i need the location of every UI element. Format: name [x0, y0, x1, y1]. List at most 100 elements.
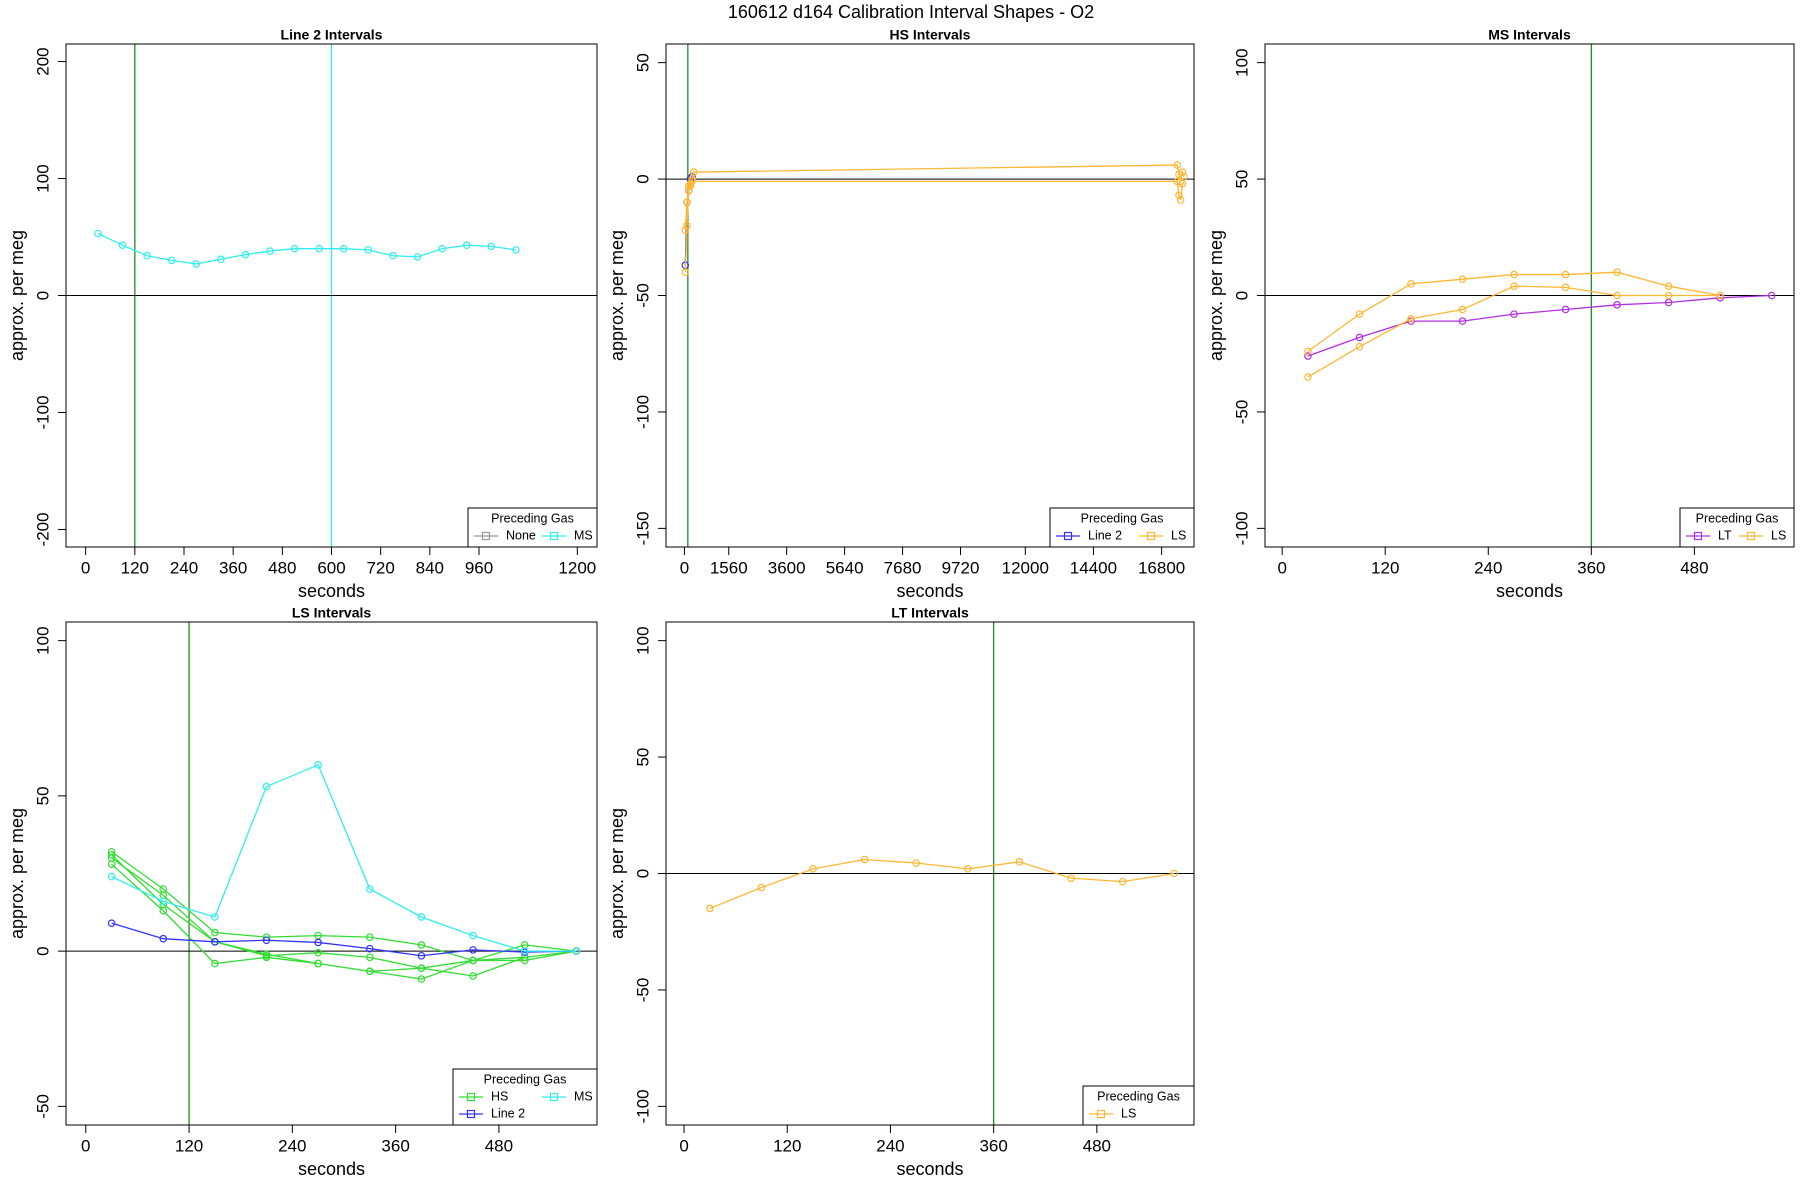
x-axis-label: seconds	[298, 581, 365, 601]
data-point	[688, 175, 696, 183]
y-tick-label: 0	[1232, 291, 1251, 300]
legend-box	[467, 507, 598, 548]
x-tick-label: 1560	[710, 558, 748, 577]
data-point	[1664, 282, 1673, 290]
data-point	[365, 944, 374, 953]
data-point	[314, 948, 322, 957]
data-point	[262, 953, 271, 962]
legend-marker	[549, 531, 559, 541]
data-point	[143, 251, 151, 260]
x-tick-label: 360	[979, 1136, 1007, 1155]
data-point	[1175, 191, 1183, 200]
data-point	[241, 250, 250, 259]
y-tick-label: 100	[1232, 48, 1251, 76]
x-tick-label: 600	[317, 558, 345, 577]
y-tick-label: 50	[33, 786, 52, 805]
legend-box	[452, 1068, 598, 1126]
series-line	[111, 851, 577, 980]
y-axis-label: approx. per meg	[7, 808, 27, 939]
data-point	[1304, 373, 1312, 381]
legend-title: Preceding Gas	[1696, 511, 1779, 525]
legend-marker	[466, 1109, 476, 1119]
data-point	[1118, 877, 1127, 886]
data-point	[690, 168, 698, 176]
legend-title: Preceding Gas	[491, 511, 574, 525]
data-point	[266, 247, 274, 255]
x-tick-label: 1200	[558, 558, 596, 577]
y-tick-label: -100	[1232, 511, 1251, 545]
page-title: 160612 d164 Calibration Interval Shapes …	[728, 2, 1094, 22]
data-point	[1561, 283, 1570, 292]
x-tick-label: 5640	[826, 558, 864, 577]
x-tick-label: 240	[1474, 558, 1502, 577]
data-point	[167, 256, 176, 265]
x-tick-label: 480	[1083, 1136, 1111, 1155]
legend-title: Preceding Gas	[1097, 1089, 1180, 1103]
y-tick-label: 50	[633, 748, 652, 767]
x-tick-label: 360	[219, 558, 247, 577]
data-point	[107, 860, 116, 868]
x-tick-label: 240	[876, 1136, 904, 1155]
data-point	[413, 253, 422, 261]
data-point	[159, 934, 168, 943]
x-axis-label: seconds	[1496, 581, 1563, 601]
legend-title: Preceding Gas	[484, 1072, 567, 1086]
data-point	[1458, 305, 1467, 314]
data-point	[339, 244, 348, 253]
y-tick-label: 0	[33, 946, 52, 955]
data-point	[1355, 333, 1364, 342]
panel-title: MS Intervals	[1488, 27, 1571, 43]
data-point	[462, 241, 471, 250]
data-point	[469, 956, 477, 965]
data-point	[1716, 294, 1724, 302]
y-tick-label: -200	[33, 512, 52, 546]
x-tick-label: 480	[1680, 558, 1708, 577]
data-point	[487, 242, 496, 251]
legend-label: Line 2	[1088, 528, 1122, 542]
data-point	[1015, 858, 1024, 866]
y-axis-label: approx. per meg	[607, 808, 627, 939]
data-point	[417, 964, 426, 973]
x-tick-label: 9720	[942, 558, 980, 577]
y-tick-label: 0	[633, 174, 652, 183]
x-axis-label: seconds	[896, 581, 963, 601]
x-tick-label: 0	[81, 1136, 90, 1155]
data-point	[469, 946, 477, 954]
data-point	[365, 885, 374, 893]
panel-title: LT Intervals	[891, 605, 969, 621]
x-tick-label: 120	[1371, 558, 1399, 577]
series-line	[111, 763, 577, 952]
data-point	[706, 904, 714, 913]
y-tick-label: -100	[33, 395, 52, 429]
data-point	[1178, 168, 1187, 176]
legend-label: LS	[1171, 528, 1186, 542]
legend-label: MS	[574, 528, 593, 542]
data-point	[964, 865, 972, 873]
data-point	[683, 221, 691, 230]
x-tick-label: 7680	[884, 558, 922, 577]
y-tick-label: -50	[633, 978, 652, 1003]
x-tick-label: 240	[170, 558, 198, 577]
data-point	[314, 761, 322, 769]
data-point	[520, 947, 529, 955]
x-tick-label: 960	[465, 558, 493, 577]
data-point	[1355, 310, 1364, 318]
x-tick-label: 12000	[1002, 558, 1049, 577]
y-tick-label: -100	[633, 1089, 652, 1123]
x-axis-label: seconds	[298, 1159, 365, 1179]
data-point	[683, 198, 691, 207]
legend-box	[1679, 507, 1795, 548]
x-tick-label: 0	[1277, 558, 1286, 577]
y-axis-label: approx. per meg	[607, 230, 627, 361]
data-point	[417, 951, 426, 960]
legend-label: Line 2	[491, 1106, 525, 1120]
data-point	[1613, 268, 1621, 277]
data-point	[211, 938, 219, 946]
y-tick-label: 100	[633, 626, 652, 654]
data-point	[809, 865, 817, 873]
legend-marker	[1746, 531, 1756, 541]
data-point	[1510, 310, 1518, 318]
y-tick-label: -50	[33, 1094, 52, 1119]
x-tick-label: 120	[175, 1136, 203, 1155]
